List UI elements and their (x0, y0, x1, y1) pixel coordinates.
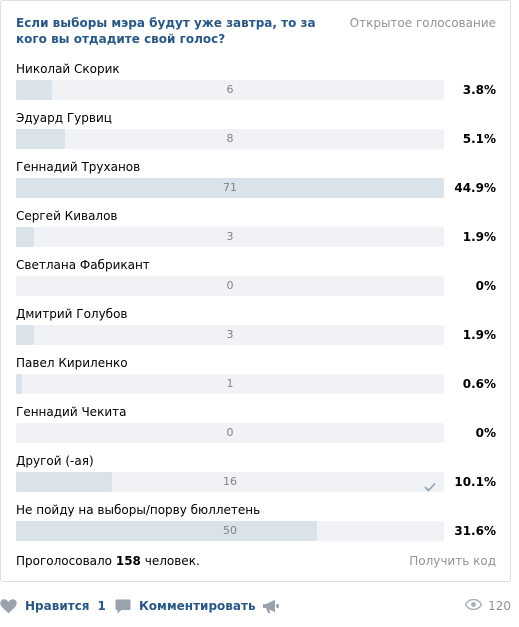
poll-question: Если выборы мэра будут уже завтра, то за… (16, 16, 316, 46)
poll-option-percent: 0% (475, 279, 496, 293)
poll-option-percent: 1.9% (462, 230, 496, 244)
poll-option-fill (16, 80, 53, 100)
poll-option-votes: 0 (226, 426, 234, 439)
poll-header: Если выборы мэра будут уже завтра, то за… (16, 15, 496, 49)
poll-option-bar[interactable]: 1 (16, 374, 444, 394)
eye-icon (464, 596, 483, 616)
poll-option-votes: 50 (223, 524, 237, 537)
poll-option-label: Геннадий Труханов (16, 160, 141, 174)
poll-option-label: Дмитрий Голубов (16, 307, 128, 321)
poll-option-bar[interactable]: 3 (16, 325, 444, 345)
poll-option-label: Павел Кириленко (16, 356, 128, 370)
voted-prefix: Проголосовало (16, 554, 113, 568)
poll-option-label: Николай Скорик (16, 62, 120, 76)
poll-option[interactable]: Светлана Фабрикант 0 0% (16, 257, 496, 297)
poll-option[interactable]: Не пойду на выборы/порву бюллетень 50 31.6… (16, 502, 496, 542)
poll-option-fill (16, 178, 444, 198)
poll-footer: Проголосовало 158 человек. Получить код (16, 552, 496, 570)
poll-option-bar[interactable]: 6 (16, 80, 444, 100)
voted-suffix: человек. (144, 554, 200, 568)
poll-option-label: Эдуард Гурвиц (16, 111, 112, 125)
comment-icon (115, 599, 131, 614)
share-button[interactable] (262, 596, 280, 616)
get-code-link[interactable]: Получить код (409, 554, 496, 568)
megaphone-icon (262, 599, 280, 614)
views-counter: 120 (464, 596, 511, 616)
post-actions: Нравится 1 Комментировать 120 (0, 596, 519, 616)
poll-option[interactable]: Геннадий Труханов 71 44.9% (16, 159, 496, 199)
checkmark-icon (424, 477, 436, 492)
poll-option-fill (16, 374, 22, 394)
poll-option-votes: 8 (226, 132, 234, 145)
like-count: 1 (97, 599, 106, 613)
poll-option[interactable]: Павел Кириленко 1 0.6% (16, 355, 496, 395)
poll-option-fill (16, 325, 35, 345)
poll-option-bar[interactable]: 0 (16, 423, 444, 443)
poll-option-bar[interactable]: 0 (16, 276, 444, 296)
comment-button[interactable]: Комментировать (115, 596, 256, 616)
poll-option-label: Светлана Фабрикант (16, 258, 150, 272)
poll-option-percent: 1.9% (462, 328, 496, 342)
poll-option-fill (16, 129, 65, 149)
poll-option-votes: 16 (223, 475, 237, 488)
poll-option-fill (16, 472, 113, 492)
poll-card: Если выборы мэра будут уже завтра, то за… (0, 0, 511, 582)
poll-option-label: Не пойду на выборы/порву бюллетень (16, 503, 261, 517)
poll-option[interactable]: Другой (-ая) 16 10.1% (16, 453, 496, 493)
poll-option-percent: 3.8% (462, 83, 496, 97)
poll-option[interactable]: Дмитрий Голубов 3 1.9% (16, 306, 496, 346)
voted-count: 158 (115, 554, 141, 568)
poll-option-percent: 0% (475, 426, 496, 440)
like-button[interactable]: Нравится 1 (0, 596, 106, 616)
poll-option-bar[interactable]: 71 (16, 178, 444, 198)
poll-option-percent: 5.1% (462, 132, 496, 146)
poll-option-percent: 44.9% (454, 181, 496, 195)
poll-option-votes: 3 (226, 230, 234, 243)
poll-option-bar[interactable]: 8 (16, 129, 444, 149)
poll-option-votes: 0 (226, 279, 234, 292)
poll-option-votes: 6 (226, 83, 234, 96)
poll-option[interactable]: Николай Скорик 6 3.8% (16, 61, 496, 101)
heart-icon (0, 598, 17, 614)
comment-label: Комментировать (139, 599, 256, 613)
views-count: 120 (488, 599, 511, 613)
poll-option-label: Другой (-ая) (16, 454, 94, 468)
poll-option-votes: 71 (223, 181, 237, 194)
poll-option-votes: 1 (226, 377, 234, 390)
poll-option-fill (16, 521, 318, 541)
poll-option-votes: 3 (226, 328, 234, 341)
poll-option-fill (16, 227, 35, 247)
poll-type-label: Открытое голосование (349, 16, 496, 30)
poll-option-label: Сергей Кивалов (16, 209, 118, 223)
poll-option-bar[interactable]: 16 (16, 472, 444, 492)
poll-option[interactable]: Эдуард Гурвиц 8 5.1% (16, 110, 496, 150)
poll-option-bar[interactable]: 3 (16, 227, 444, 247)
poll-option[interactable]: Геннадий Чекита 0 0% (16, 404, 496, 444)
poll-option-label: Геннадий Чекита (16, 405, 127, 419)
poll-option-percent: 31.6% (454, 524, 496, 538)
poll-option-percent: 10.1% (454, 475, 496, 489)
poll-option-bar[interactable]: 50 (16, 521, 444, 541)
poll-option-percent: 0.6% (462, 377, 496, 391)
poll-option[interactable]: Сергей Кивалов 3 1.9% (16, 208, 496, 248)
like-label: Нравится (25, 599, 90, 613)
voted-summary: Проголосовало 158 человек. (16, 552, 200, 570)
